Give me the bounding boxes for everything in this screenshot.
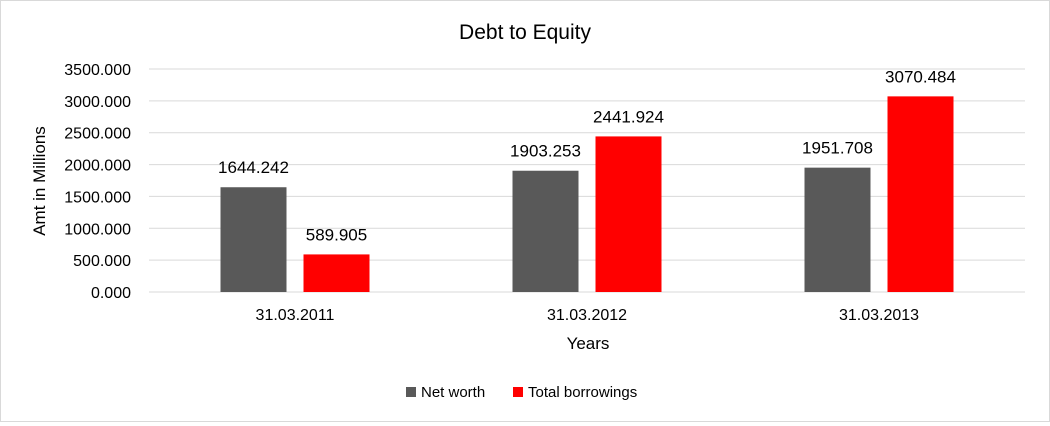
y-tick-label: 1000.000 <box>64 221 131 238</box>
data-label: 1951.708 <box>802 139 873 158</box>
data-labels: 1644.242 589.905 1903.253 2441.924 1951.708 3… <box>218 67 956 244</box>
y-tick-label: 3500.000 <box>64 62 131 79</box>
bar-net-worth <box>220 187 287 292</box>
data-label: 3070.484 <box>885 67 956 86</box>
y-tick-label: 2000.000 <box>64 158 131 175</box>
legend: Net worth Total borrowings <box>406 384 637 401</box>
chart-title: Debt to Equity <box>459 21 591 44</box>
bar-total-borrowings <box>887 96 954 292</box>
legend-swatch <box>513 387 523 397</box>
y-axis-ticks: 0.000 500.000 1000.000 1500.000 2000.000 2500… <box>64 62 131 302</box>
data-label: 1903.253 <box>510 142 581 161</box>
x-axis-ticks: 31.03.2011 31.03.2012 31.03.2013 <box>256 307 920 324</box>
y-tick-label: 3000.000 <box>64 94 131 111</box>
data-label: 1644.242 <box>218 158 289 177</box>
x-tick-label: 31.03.2012 <box>547 307 627 324</box>
legend-label: Net worth <box>421 384 485 401</box>
x-tick-label: 31.03.2011 <box>256 307 335 324</box>
legend-swatch <box>406 387 416 397</box>
bar-net-worth <box>804 167 871 292</box>
data-label: 589.905 <box>306 225 367 244</box>
data-label: 2441.924 <box>593 107 664 126</box>
legend-label: Total borrowings <box>528 384 637 401</box>
y-tick-label: 0.000 <box>91 285 131 302</box>
x-tick-label: 31.03.2013 <box>839 307 919 324</box>
y-tick-label: 1500.000 <box>64 189 131 206</box>
gridlines <box>149 68 1025 293</box>
y-tick-label: 2500.000 <box>64 126 131 143</box>
bar-total-borrowings <box>595 136 662 292</box>
x-axis-title: Years <box>567 334 610 353</box>
y-tick-label: 500.000 <box>73 253 131 270</box>
bars <box>220 96 954 292</box>
bar-total-borrowings <box>303 254 370 292</box>
bar-net-worth <box>512 170 579 292</box>
y-axis-title: Amt in Millions <box>30 126 49 236</box>
